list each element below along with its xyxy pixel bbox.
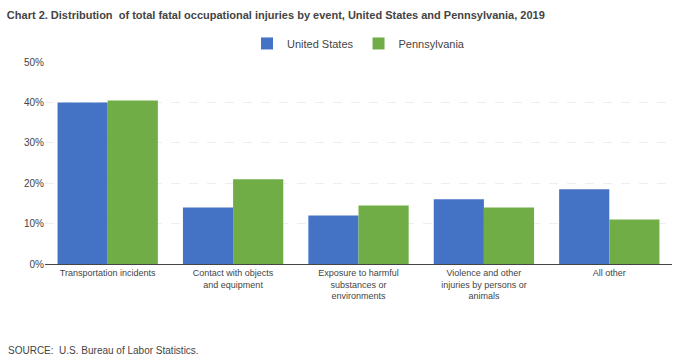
svg-text:SOURCE: U.S. Bureau of Labor: SOURCE: U.S. Bureau of Labor Statistics. xyxy=(8,345,199,356)
svg-text:40%: 40% xyxy=(24,97,44,108)
svg-text:30%: 30% xyxy=(24,137,44,148)
svg-text:50%: 50% xyxy=(24,57,44,68)
svg-text:Pennsylvania: Pennsylvania xyxy=(399,38,465,50)
svg-text:10%: 10% xyxy=(24,218,44,229)
svg-text:Chart 2. Distribution of tota: Chart 2. Distribution of total fatal occ… xyxy=(7,9,545,21)
svg-text:20%: 20% xyxy=(24,178,44,189)
svg-text:United States: United States xyxy=(287,38,354,50)
svg-text:0%: 0% xyxy=(30,259,45,270)
svg-text:Transportation incidents: Transportation incidents xyxy=(60,268,156,278)
svg-text:All other: All other xyxy=(593,268,626,278)
svg-text:Exposure to harmfulsubstances: Exposure to harmfulsubstances orenvironm… xyxy=(318,268,399,301)
svg-text:Violence and otherinjuries by: Violence and otherinjuries by persons or… xyxy=(441,268,527,301)
svg-text:Contact with objectsand equipm: Contact with objectsand equipment xyxy=(193,268,274,290)
